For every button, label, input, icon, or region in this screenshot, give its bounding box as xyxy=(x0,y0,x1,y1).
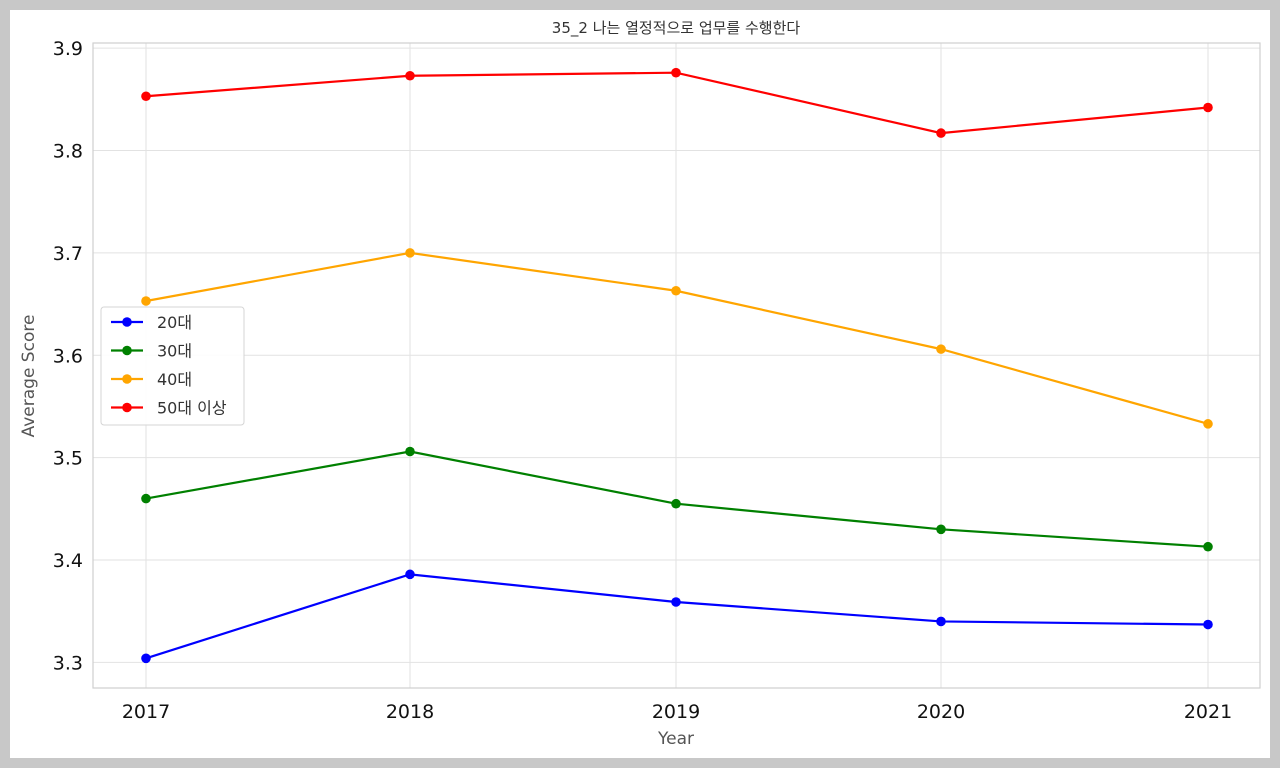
legend-swatch-marker xyxy=(122,374,132,384)
data-point xyxy=(405,569,415,580)
line-chart: 35_2 나는 열정적으로 업무를 수행한다 3.33.43.53.63.73.… xyxy=(19,19,1261,749)
x-tick-label: 2018 xyxy=(386,701,434,723)
y-tick-label: 3.3 xyxy=(53,652,83,674)
x-tick-label: 2020 xyxy=(917,701,965,723)
legend-item: 20대 xyxy=(111,313,192,332)
data-point xyxy=(671,285,681,296)
legend-label: 20대 xyxy=(157,313,192,332)
legend-item: 40대 xyxy=(111,370,192,389)
data-point xyxy=(1203,619,1213,630)
data-point xyxy=(936,344,946,354)
series-2 xyxy=(141,446,1213,552)
y-tick-label: 3.9 xyxy=(53,38,83,60)
legend-label: 50대 이상 xyxy=(157,399,227,418)
y-tick-labels: 3.3 3.4 3.5 3.6 3.7 3.8 3.9 xyxy=(53,38,83,674)
y-tick-label: 3.7 xyxy=(53,243,83,265)
legend-label: 30대 xyxy=(157,342,192,361)
y-tick-label: 3.5 xyxy=(53,448,83,470)
chart-frame: 35_2 나는 열정적으로 업무를 수행한다 3.3 3.4 3.5 3.6 3.7 3.… xyxy=(10,10,1270,758)
x-tick-labels: 2017 2018 2019 2020 2021 xyxy=(122,701,1232,723)
data-point xyxy=(671,597,681,607)
x-tick-label: 2021 xyxy=(1184,701,1232,723)
x-axis-label: Year xyxy=(657,729,694,749)
legend-label: 40대 xyxy=(157,370,192,389)
data-point xyxy=(671,498,681,509)
data-point xyxy=(141,653,151,664)
series-line xyxy=(145,251,1209,425)
x-tick-label: 2019 xyxy=(652,701,700,723)
legend-swatch-marker xyxy=(122,317,132,327)
data-point xyxy=(405,248,415,258)
data-point xyxy=(141,493,151,504)
series-line xyxy=(145,71,1209,135)
data-point xyxy=(405,446,415,457)
series-line xyxy=(145,573,1209,660)
series-1 xyxy=(141,569,1213,664)
data-point xyxy=(936,128,946,138)
data-point xyxy=(141,296,151,306)
data-point xyxy=(1203,102,1213,113)
y-axis-label: Average Score xyxy=(19,315,39,438)
y-tick-label: 3.8 xyxy=(53,141,83,163)
legend-swatch-marker xyxy=(122,402,132,413)
grid-lines xyxy=(93,43,1260,688)
x-tick-label: 2017 xyxy=(122,701,170,723)
legend-item: 50대 이상 xyxy=(111,399,227,418)
data-point xyxy=(936,524,946,535)
series-3 xyxy=(141,248,1213,429)
y-tick-label: 3.6 xyxy=(53,345,83,367)
chart-title: 35_2 나는 열정적으로 업무를 수행한다 xyxy=(552,19,801,38)
series-4 xyxy=(141,67,1213,138)
data-point xyxy=(1203,419,1213,429)
plot-border xyxy=(92,42,1261,689)
legend-item: 30대 xyxy=(111,342,192,361)
y-tick-label: 3.4 xyxy=(53,550,83,572)
data-point xyxy=(936,616,946,627)
data-point xyxy=(405,70,415,81)
legend-box xyxy=(100,306,245,426)
series-lines xyxy=(141,67,1213,664)
legend: 20대 30대 40대 50대 이상 xyxy=(100,306,245,426)
data-point xyxy=(1203,541,1213,552)
data-point xyxy=(671,67,681,78)
legend-swatch-marker xyxy=(122,345,132,356)
data-point xyxy=(141,91,151,102)
